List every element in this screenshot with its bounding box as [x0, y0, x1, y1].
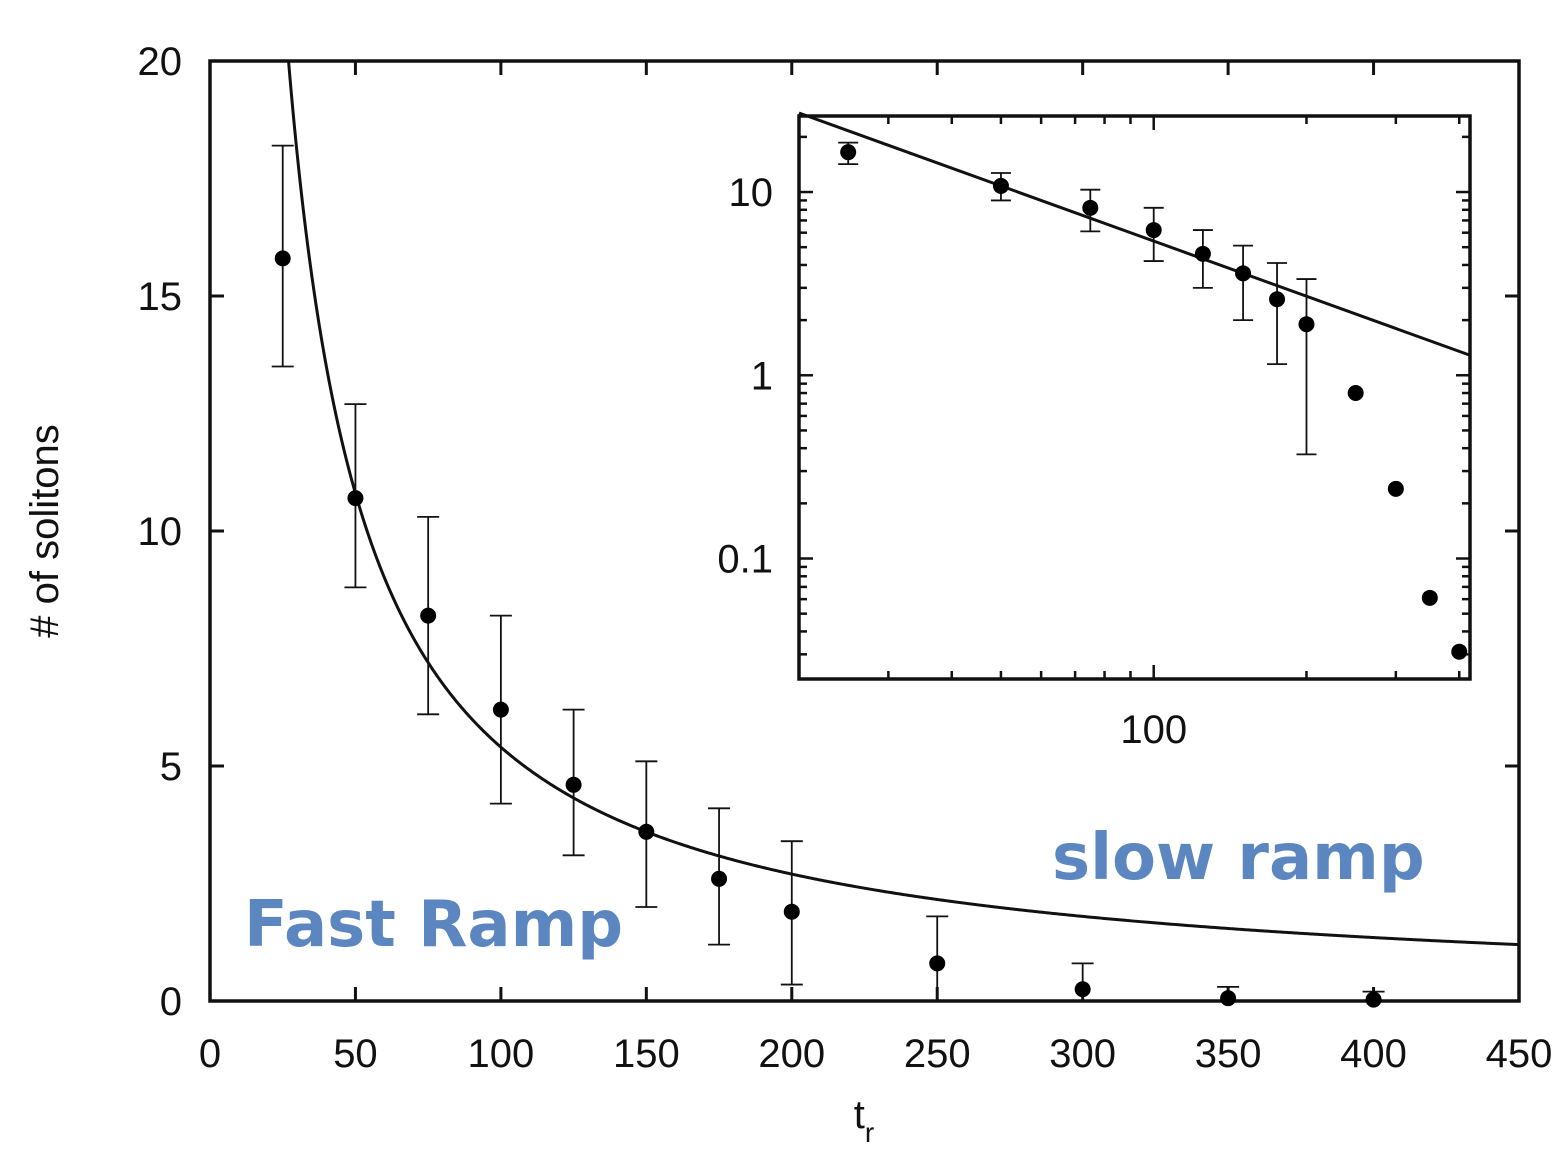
- main-data-point: [1220, 990, 1237, 1007]
- inset-data-point: [1421, 589, 1438, 606]
- annotation-fast-ramp: Fast Ramp: [244, 888, 623, 962]
- x-tick-label: 400: [1340, 1032, 1407, 1076]
- inset-fit-line-group: [798, 111, 1471, 357]
- inset-data-point: [1451, 643, 1468, 660]
- y-tick-label: 10: [138, 510, 183, 554]
- main-data-point: [420, 607, 437, 624]
- inset-data-point: [840, 144, 857, 161]
- inset-data-point: [1387, 480, 1404, 497]
- main-points: [274, 250, 1382, 1008]
- inset-points: [840, 144, 1468, 660]
- main-data-point: [1365, 991, 1382, 1008]
- inset-plot-frame: [797, 114, 1472, 681]
- inset-y-tick-label: 10: [729, 171, 774, 215]
- main-data-point: [492, 701, 509, 718]
- y-tick-label: 20: [138, 40, 183, 84]
- main-data-point: [638, 823, 655, 840]
- y-tick-label: 15: [138, 275, 183, 319]
- x-axis-label-main: t: [854, 1093, 865, 1137]
- x-tick-label: 0: [199, 1032, 221, 1076]
- x-tick-label: 200: [758, 1032, 825, 1076]
- annotation-slow-ramp: slow ramp: [1052, 821, 1425, 895]
- main-data-point: [565, 776, 582, 793]
- x-tick-label: 150: [613, 1032, 680, 1076]
- main-fit-curve-group: [287, 60, 1520, 947]
- inset-y-tick-label: 1: [751, 354, 773, 398]
- main-data-point: [929, 955, 946, 972]
- inset-fit-line: [798, 111, 1471, 357]
- inset-data-point: [992, 177, 1009, 194]
- inset-data-point: [1082, 199, 1099, 216]
- main-tick-labels: 0 50 100 150 200 250 300 350 400 450 0 5 10 15 20: [138, 40, 1553, 1076]
- main-data-point: [347, 490, 364, 507]
- y-tick-label: 0: [160, 980, 182, 1024]
- inset-y-tick-label: 0.1: [717, 538, 773, 582]
- main-data-point: [783, 903, 800, 920]
- x-tick-label: 450: [1486, 1032, 1553, 1076]
- main-plot: 0 50 100 150 200 250 300 350 400 450 0 5 10 15 20 # of…: [23, 40, 1552, 1148]
- inset-data-point: [1347, 385, 1364, 402]
- x-tick-label: 250: [904, 1032, 971, 1076]
- x-axis-label: tr: [854, 1093, 874, 1148]
- main-data-point: [1074, 981, 1091, 998]
- inset-x-tick-label: 100: [1120, 708, 1187, 752]
- main-data-point: [274, 250, 291, 267]
- inset-data-point: [1298, 316, 1315, 333]
- x-axis-label-subscript: r: [865, 1117, 874, 1148]
- x-tick-label: 100: [468, 1032, 535, 1076]
- inset-plot: 100 10 1 0.1: [717, 111, 1472, 752]
- inset-tick-labels: 100 10 1 0.1: [717, 171, 1187, 752]
- y-axis-label: # of solitons: [23, 424, 67, 637]
- main-fit-curve: [287, 60, 1520, 947]
- x-tick-label: 50: [333, 1032, 378, 1076]
- inset-data-point: [1194, 245, 1211, 262]
- y-tick-label: 5: [160, 745, 182, 789]
- inset-data-point: [1235, 265, 1252, 282]
- x-tick-label: 350: [1195, 1032, 1262, 1076]
- inset-plot-background: [799, 116, 1470, 679]
- x-tick-label: 300: [1049, 1032, 1116, 1076]
- inset-data-point: [1269, 291, 1286, 308]
- main-data-point: [711, 870, 728, 887]
- inset-data-point: [1145, 222, 1162, 239]
